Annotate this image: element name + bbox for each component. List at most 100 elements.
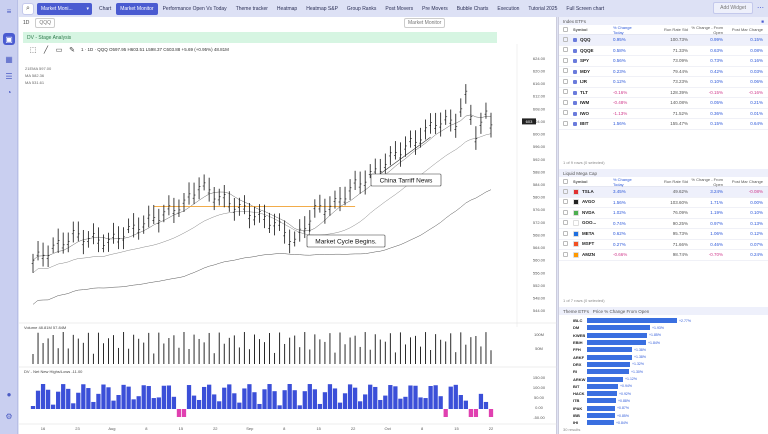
- text-tool-icon[interactable]: ✎: [69, 47, 75, 54]
- close-icon[interactable]: ■: [761, 19, 764, 24]
- table-row[interactable]: GOO... 0.74% 90.25% 0.97% 0.13%: [559, 219, 768, 229]
- tab-execution[interactable]: Execution: [497, 5, 520, 12]
- run-rate-cell: 76.09%: [672, 210, 688, 216]
- symbol-dot-icon: [573, 80, 577, 85]
- grid-icon[interactable]: ▦: [5, 54, 13, 64]
- line-tool-icon[interactable]: ╱: [43, 47, 49, 54]
- tab-pre-movers[interactable]: Pre Movers: [422, 5, 448, 12]
- theme-row[interactable]: FFH +1.38%: [559, 346, 768, 353]
- theme-row[interactable]: ITB +0.88%: [559, 397, 768, 404]
- row-checkbox[interactable]: [563, 209, 573, 216]
- row-checkbox[interactable]: [563, 110, 573, 116]
- theme-row[interactable]: DM +1.93%: [559, 324, 768, 331]
- table-row[interactable]: IBIT 1.56% 155.47% 0.15% 0.64%: [559, 119, 768, 130]
- row-checkbox[interactable]: [563, 68, 573, 74]
- table-row[interactable]: QQQE 0.58% 71.33% 0.63% 0.08%: [559, 46, 768, 56]
- row-checkbox[interactable]: [563, 99, 573, 106]
- theme-row[interactable]: EBIH +1.84%: [559, 339, 768, 346]
- rect-tool-icon[interactable]: ▭: [55, 47, 63, 54]
- table-row[interactable]: AVGO 1.56% 103.60% 1.71% 0.00%: [559, 198, 768, 208]
- row-checkbox[interactable]: [563, 241, 573, 247]
- pct-change-cell: 0.23%: [613, 68, 626, 74]
- symbol-text: SPY: [580, 58, 590, 64]
- row-checkbox[interactable]: [563, 120, 573, 127]
- tab-chart[interactable]: Chart: [99, 5, 112, 12]
- row-checkbox[interactable]: [563, 47, 573, 53]
- column-header[interactable]: % Change Today: [613, 24, 632, 35]
- theme-row[interactable]: IBB +0.85%: [559, 412, 768, 419]
- row-checkbox[interactable]: [563, 89, 573, 95]
- theme-row[interactable]: IPAK +0.87%: [559, 405, 768, 412]
- table-row[interactable]: META 0.62% 95.73% 1.06% 0.12%: [559, 229, 768, 240]
- select-all-checkbox[interactable]: [563, 26, 573, 33]
- row-checkbox[interactable]: [563, 220, 573, 226]
- tab-market-monitor[interactable]: Market Monitor: [116, 2, 158, 15]
- symbol-select[interactable]: QQQ: [35, 18, 56, 28]
- theme-row[interactable]: IBLC +2.77%: [559, 317, 768, 324]
- table-row[interactable]: SPY 0.56% 73.09% 0.73% 0.16%: [559, 56, 768, 67]
- row-checkbox[interactable]: [563, 57, 573, 64]
- theme-row[interactable]: BIT +0.94%: [559, 383, 768, 390]
- add-widget-button[interactable]: Add Widget: [713, 2, 753, 14]
- table-row[interactable]: IWM -0.48% 140.08% 0.05% 0.21%: [559, 98, 768, 109]
- table-row[interactable]: TSLA 3.45% 49.62% 3.24% -0.08%: [559, 187, 768, 198]
- tab-full-screen-chart[interactable]: Full Screen chart: [566, 5, 605, 12]
- list-icon[interactable]: ☰: [5, 71, 13, 81]
- theme-row[interactable]: ARKW +1.12%: [559, 375, 768, 382]
- row-checkbox[interactable]: [563, 230, 573, 237]
- table-row[interactable]: MDY 0.23% 79.44% 0.42% 0.03%: [559, 67, 768, 77]
- column-header[interactable]: Run Rate Std: [663, 179, 688, 184]
- theme-row[interactable]: HACK +0.92%: [559, 390, 768, 397]
- tab-tutorial-2025[interactable]: Tutorial 2025: [528, 5, 558, 12]
- chart-icon[interactable]: ◔: [6, 87, 12, 97]
- nhnl-bar-negative: [488, 409, 494, 417]
- ma-legend-item: MA 531.61: [25, 80, 45, 85]
- theme-row[interactable]: KWEB +1.85%: [559, 332, 768, 339]
- select-tool-icon[interactable]: ⬚: [29, 47, 37, 54]
- search-icon[interactable]: ⌕: [22, 2, 34, 15]
- menu-icon[interactable]: ≡: [6, 6, 12, 16]
- price-chart[interactable]: 624.00 620.00 616.00 612.00 608.00 604.00 600.…: [19, 17, 557, 434]
- row-checkbox[interactable]: [563, 199, 573, 205]
- tab-theme-tracker[interactable]: Theme tracker: [235, 5, 268, 12]
- column-header[interactable]: Run Rate Std: [663, 27, 688, 32]
- tab-performance-open-vs-today[interactable]: Performance Open Vs Today: [162, 5, 227, 12]
- settings-icon[interactable]: ⚙: [5, 411, 13, 421]
- column-header[interactable]: % Change - From Open: [691, 176, 723, 187]
- more-icon[interactable]: ⋯: [757, 5, 764, 12]
- row-checkbox[interactable]: [563, 36, 573, 43]
- table-row[interactable]: NVDA 1.02% 76.09% 1.19% 0.10%: [559, 208, 768, 219]
- theme-row[interactable]: ARKF +1.38%: [559, 353, 768, 360]
- column-header[interactable]: Symbol: [573, 179, 588, 184]
- row-checkbox[interactable]: [563, 78, 573, 85]
- x-axis-label: Oct: [384, 426, 391, 431]
- tab-heatmap[interactable]: Heatmap: [276, 5, 298, 12]
- column-header[interactable]: % Change - From Open: [691, 24, 723, 35]
- interval-label[interactable]: 1D: [23, 20, 30, 26]
- tab-heatmap-s-p[interactable]: Heatmap S&P: [306, 5, 338, 12]
- table-row[interactable]: IJR 0.12% 73.23% 0.10% 0.06%: [559, 77, 768, 88]
- column-header[interactable]: Post Mar Change: [731, 179, 763, 184]
- column-header[interactable]: Post Mar Change: [731, 27, 763, 32]
- table-row[interactable]: AMZN -0.66% 98.74% -0.70% 0.24%: [559, 250, 768, 261]
- row-checkbox[interactable]: [563, 188, 573, 195]
- tab-group-ranks[interactable]: Group Ranks: [346, 5, 377, 12]
- table-row[interactable]: IWO -1.13% 71.52% 0.36% 0.01%: [559, 109, 768, 119]
- tab-bubble-charts[interactable]: Bubble Charts: [456, 5, 489, 12]
- table-row[interactable]: MSFT 0.27% 71.66% 0.46% 0.07%: [559, 240, 768, 250]
- column-header[interactable]: Symbol: [573, 27, 588, 32]
- table-row[interactable]: TLT -0.16% 128.39% -0.15% -0.16%: [559, 88, 768, 98]
- theme-row[interactable]: RI +1.30%: [559, 368, 768, 375]
- tab-post-movers[interactable]: Post Movers: [385, 5, 414, 12]
- avatar[interactable]: ●: [6, 389, 12, 399]
- row-checkbox[interactable]: [563, 251, 573, 258]
- dashboard-icon[interactable]: ▣: [3, 33, 15, 45]
- layout-select[interactable]: Market Moni... ▾: [37, 2, 92, 15]
- column-header[interactable]: % Change Today: [613, 176, 632, 187]
- select-all-checkbox[interactable]: [563, 178, 573, 185]
- theme-row[interactable]: DRX +1.32%: [559, 361, 768, 368]
- chart-layout-select[interactable]: Market Monitor: [404, 18, 446, 28]
- theme-row[interactable]: IHI +0.84%: [559, 419, 768, 426]
- run-rate-cell: 73.09%: [672, 58, 688, 64]
- table-row[interactable]: QQQ 0.95% 100.73% 0.99% 0.15%: [559, 35, 768, 46]
